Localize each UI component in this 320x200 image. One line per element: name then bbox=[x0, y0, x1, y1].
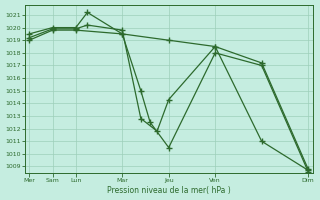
X-axis label: Pression niveau de la mer( hPa ): Pression niveau de la mer( hPa ) bbox=[107, 186, 231, 195]
